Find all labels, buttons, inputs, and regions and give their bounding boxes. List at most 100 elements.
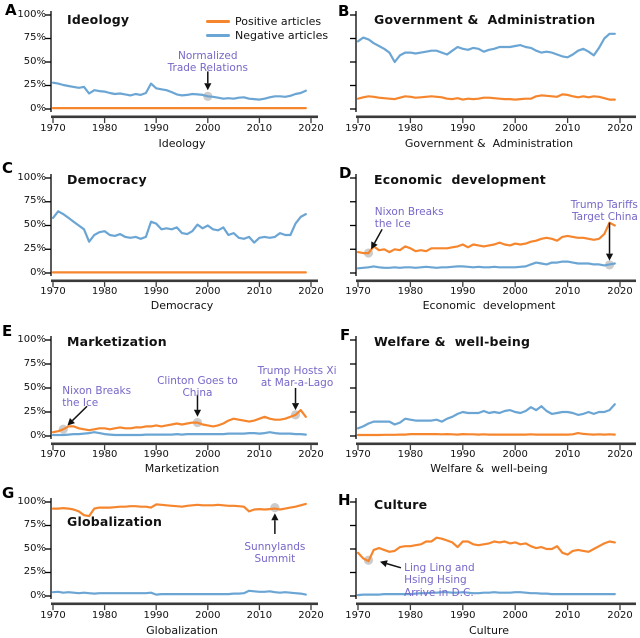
x-tick-label: 2020 (298, 449, 324, 460)
x-tick-label: 1970 (40, 123, 66, 134)
x-tick-label: 1990 (450, 123, 476, 134)
x-tick-label: 2000 (502, 123, 528, 134)
x-tick-label: 1980 (91, 610, 118, 621)
annotation-arrowhead (605, 253, 614, 261)
legend-swatch-positive (206, 19, 230, 24)
x-tick-label: 1970 (40, 449, 66, 460)
annotation-arrowhead (204, 83, 212, 91)
x-tick-label: 2010 (246, 449, 273, 460)
y-tick-label: 0% (30, 589, 46, 601)
x-tick-label: 2000 (195, 286, 221, 297)
annotation-arrowhead (193, 409, 202, 417)
x-tick-label: 1990 (450, 286, 476, 297)
annotation-arrow (386, 562, 402, 569)
x-tick-label: 1990 (143, 123, 169, 134)
panel-b-plot (350, 11, 636, 124)
y-tick-label: 50% (23, 219, 46, 230)
negative-articles-line (356, 403, 616, 430)
annotation-arrow (373, 228, 383, 244)
x-axis-baseline (51, 442, 318, 446)
panel-title-government: Government & Administration (374, 12, 596, 27)
positive-articles-line (356, 536, 616, 563)
y-tick-label: 25% (23, 405, 46, 417)
x-tick-label: 2000 (502, 449, 528, 460)
x-tick-label: 1970 (345, 123, 371, 134)
x-tick-label: 2000 (195, 123, 221, 134)
positive-articles-line (356, 93, 616, 101)
x-axis-baseline (356, 279, 636, 283)
panel-title-globalization: Globalization (67, 514, 163, 529)
x-tick-label: 1980 (397, 123, 424, 134)
y-tick-label: 25% (23, 79, 46, 90)
annotation-label: Ling Ling and Hsing Hsing Arrive in D.C. (404, 562, 475, 599)
panel-letter-g: G (2, 484, 15, 502)
x-tick-label: 2020 (298, 286, 324, 297)
x-tick-label: 2020 (607, 286, 633, 297)
negative-articles-line (51, 431, 307, 437)
panel-title-culture: Culture (374, 497, 428, 512)
x-tick-label: 1970 (345, 286, 371, 297)
panel-d-plot (350, 174, 636, 288)
annotation-arrowhead (291, 403, 300, 411)
y-tick-label: 0% (30, 102, 46, 114)
annotation-label: Normalized Trade Relations (167, 49, 248, 74)
y-tick-label: 100% (17, 333, 46, 345)
x-axis-label-d: Economic development (422, 299, 556, 312)
x-tick-label: 1990 (450, 449, 476, 460)
negative-articles-line (356, 260, 616, 270)
x-tick-label: 2010 (246, 610, 273, 621)
x-tick-label: 1980 (397, 286, 424, 297)
panel-letter-c: C (2, 159, 14, 177)
annotation-arrowhead (380, 560, 388, 568)
panel-title-marketization: Marketization (67, 334, 167, 349)
x-tick-label: 2020 (607, 123, 633, 134)
panel-e-plot (45, 336, 318, 451)
panel-letter-a: A (5, 1, 17, 19)
x-tick-label: 1990 (143, 449, 169, 460)
x-tick-label: 1970 (345, 449, 371, 460)
legend-label-positive: Positive articles (235, 15, 322, 28)
annotation-label: Clinton Goes to China (157, 374, 238, 399)
positive-articles-line (51, 409, 307, 434)
x-tick-label: 1980 (397, 610, 424, 621)
annotation-arrowhead (67, 417, 75, 426)
x-axis-label-h: Culture (468, 624, 510, 637)
legend-swatch-negative (206, 33, 230, 38)
x-tick-label: 2020 (607, 449, 633, 460)
x-tick-label: 2020 (298, 610, 324, 621)
x-tick-label: 1990 (450, 610, 476, 621)
x-tick-label: 2010 (246, 286, 273, 297)
y-tick-label: 75% (23, 519, 46, 530)
negative-articles-line (51, 210, 307, 244)
panel-letter-h: H (338, 491, 351, 509)
positive-articles-line (356, 432, 616, 437)
x-axis-baseline (51, 279, 318, 283)
negative-articles-line (51, 589, 307, 596)
x-tick-label: 1980 (91, 449, 118, 460)
annotation-label: Nixon Breaks the Ice (62, 385, 132, 410)
x-tick-label: 1970 (40, 610, 66, 621)
x-axis-baseline (356, 442, 636, 446)
x-tick-label: 2020 (607, 610, 633, 621)
panel-f-plot (350, 336, 636, 451)
x-tick-label: 2010 (246, 123, 273, 134)
y-tick-label: 50% (23, 55, 46, 67)
x-tick-label: 1990 (143, 610, 169, 621)
annotation-label: Trump Hosts Xi at Mar-a-Lago (257, 364, 337, 390)
x-axis-baseline (51, 602, 318, 606)
y-tick-label: 100% (17, 8, 46, 20)
x-axis-baseline (356, 602, 636, 606)
x-tick-label: 2010 (554, 449, 581, 460)
panel-title-democracy: Democracy (67, 172, 147, 187)
positive-articles-line (51, 502, 307, 518)
panel-g-plot (45, 498, 318, 611)
x-axis-label-a: Ideology (158, 137, 206, 150)
y-tick-label: 100% (17, 171, 46, 183)
annotation-arrowhead (271, 513, 279, 521)
y-tick-label: 0% (30, 429, 46, 441)
x-tick-label: 1980 (397, 449, 424, 460)
x-tick-label: 2000 (502, 610, 528, 621)
annotation-label: Trump Tariffs Target China (570, 198, 638, 224)
